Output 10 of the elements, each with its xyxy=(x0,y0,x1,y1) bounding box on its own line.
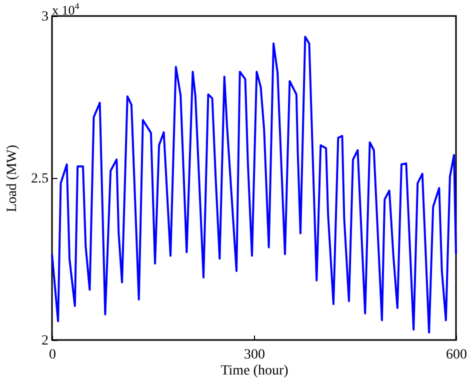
x-tick-label: 600 xyxy=(446,348,467,362)
x-axis-title: Time (hour) xyxy=(220,364,289,378)
y-tick-label: 2 xyxy=(42,334,48,348)
line-series xyxy=(51,36,457,334)
y-tick-label: 2.5 xyxy=(31,172,48,186)
annotation: x 10$^{4}$ xyxy=(52,0,80,18)
y-axis-title: Load (MW) xyxy=(5,144,20,212)
x-tick-label: 0 xyxy=(49,348,56,362)
y-tick-label: 3 xyxy=(42,10,48,24)
x-tick-label: 300 xyxy=(244,348,265,362)
